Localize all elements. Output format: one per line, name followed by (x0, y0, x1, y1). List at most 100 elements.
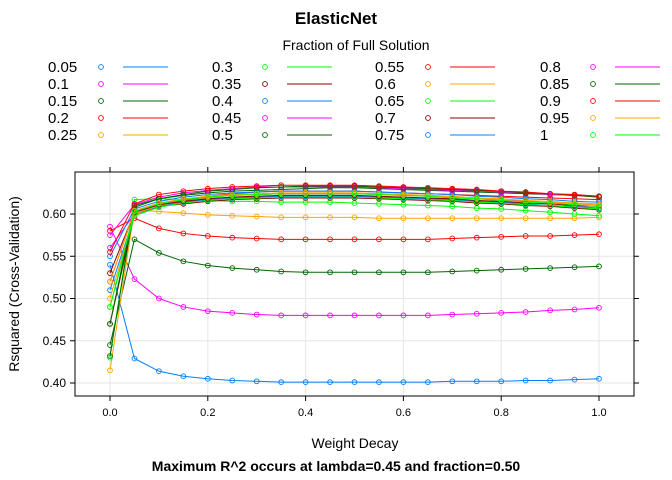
legend-label: 0.55 (375, 59, 404, 76)
series-0.9 (107, 182, 602, 255)
legend-item: 0.9 (540, 93, 660, 110)
x-tick-label: 0.8 (494, 407, 509, 419)
series-line (109, 193, 600, 308)
series-line (109, 238, 600, 346)
legend-item: 0.35 (212, 76, 332, 93)
legend-marker (262, 132, 268, 138)
data-point (204, 185, 211, 192)
legend-item: 0.5 (212, 127, 332, 144)
data-point (253, 183, 260, 189)
data-point (522, 266, 529, 272)
data-point (204, 262, 211, 269)
data-point (107, 304, 113, 310)
data-point (131, 208, 138, 215)
legend-label: 0.05 (48, 59, 77, 76)
legend-marker (262, 81, 268, 87)
series-0.05 (107, 261, 602, 386)
data-point (376, 215, 382, 222)
series-1 (107, 190, 602, 310)
data-point (131, 201, 138, 207)
data-point (376, 183, 382, 189)
data-point (596, 214, 602, 221)
data-point (498, 197, 505, 204)
legend-item: 0.3 (212, 59, 332, 76)
legend-item: 0.55 (375, 59, 495, 76)
data-point (400, 312, 407, 319)
data-point (596, 212, 602, 219)
data-point (425, 269, 431, 276)
data-point (596, 206, 602, 212)
x-tick-label: 0.6 (396, 407, 411, 419)
data-point (107, 232, 113, 238)
data-point (596, 231, 602, 238)
legend-label: 0.6 (375, 76, 396, 93)
data-point (302, 214, 309, 221)
series-line (109, 217, 600, 240)
data-point (180, 188, 187, 195)
data-point (571, 201, 578, 208)
data-point (107, 321, 113, 327)
data-point (278, 312, 285, 319)
legend: 0.050.10.150.20.250.30.350.40.450.50.550… (48, 59, 660, 144)
legend-title: Fraction of Full Solution (282, 37, 429, 53)
data-point (156, 201, 162, 207)
data-point (498, 310, 505, 316)
data-point (204, 233, 211, 239)
plot-frame (74, 171, 635, 397)
legend-item: 0.15 (48, 93, 168, 110)
data-point (547, 307, 553, 314)
data-point (571, 215, 578, 222)
data-point (229, 234, 236, 241)
y-tick-label: 0.55 (43, 249, 67, 263)
data-point (156, 250, 162, 256)
legend-item: 1 (540, 127, 660, 144)
legend-item: 0.7 (375, 110, 495, 127)
data-point (449, 185, 456, 192)
series-0.1 (107, 223, 602, 319)
data-point (131, 236, 138, 243)
data-point (351, 236, 358, 243)
data-point (302, 236, 309, 243)
data-point (498, 188, 505, 195)
data-point (498, 233, 505, 240)
data-point (449, 215, 456, 222)
y-tick-label: 0.45 (43, 334, 67, 348)
legend-item: 0.4 (212, 93, 332, 110)
data-point (425, 236, 431, 243)
series-line (109, 192, 600, 299)
data-point (180, 200, 187, 206)
data-point (253, 311, 260, 318)
series-line (109, 264, 600, 383)
legend-marker (425, 132, 431, 138)
legend-label: 1 (540, 127, 548, 144)
legend-marker (262, 115, 268, 121)
data-point (156, 191, 162, 198)
legend-marker (590, 132, 596, 138)
data-point (180, 196, 187, 203)
chart-caption: Maximum R^2 occurs at lambda=0.45 and fr… (152, 458, 521, 474)
data-point (473, 215, 480, 222)
data-point (473, 186, 480, 193)
data-point (204, 211, 211, 218)
series-line (109, 226, 600, 316)
data-point (229, 377, 236, 384)
data-point (180, 230, 187, 237)
legend-marker (425, 98, 431, 104)
legend-marker (425, 81, 431, 87)
data-point (547, 209, 553, 216)
x-axis-label: Weight Decay (312, 435, 399, 451)
data-point (449, 268, 456, 275)
data-point (473, 267, 480, 274)
data-point (376, 312, 382, 319)
data-point (156, 368, 162, 375)
data-point (547, 215, 553, 222)
data-point (180, 373, 187, 380)
legend-marker (425, 64, 431, 70)
data-point (522, 309, 529, 315)
y-tick-label: 0.40 (43, 376, 67, 390)
data-point (229, 184, 236, 190)
data-point (400, 192, 407, 199)
series-0.3 (107, 195, 602, 361)
data-point (571, 211, 578, 217)
